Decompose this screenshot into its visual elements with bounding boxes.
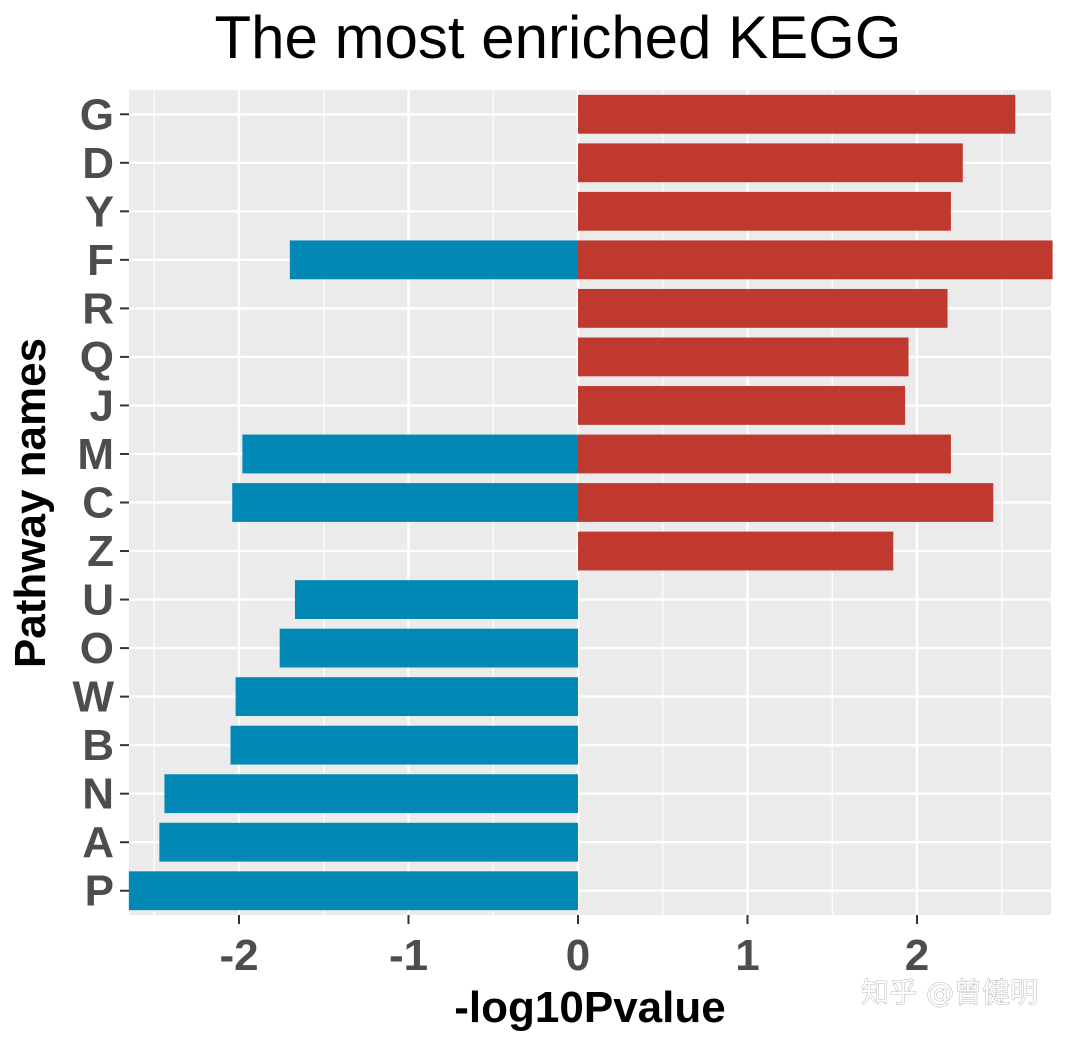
y-tick-label-c: C [82,479,114,528]
bar-up-y [578,191,951,231]
y-tick-label-d: D [82,139,114,188]
bar-up-g [578,94,1016,134]
x-tick-label: -1 [389,931,428,980]
bar-up-z [578,531,894,571]
bar-up-f [578,240,1053,280]
y-tick-label-r: R [82,284,114,333]
y-tick-label-y: Y [85,187,114,236]
y-tick-label-p: P [85,867,114,916]
y-axis-title: Pathway names [6,338,55,668]
y-tick-label-j: J [90,381,114,430]
y-tick-label-g: G [80,90,114,139]
bar-down-c [232,483,578,522]
y-tick-label-z: Z [87,527,114,576]
bar-down-n [164,774,579,814]
bar-up-r [578,288,948,328]
x-tick-label: 0 [566,931,590,980]
y-tick-label-f: F [87,236,114,285]
y-tick-label-m: M [77,430,114,479]
x-tick-label: 2 [905,931,929,980]
y-tick-label-a: A [82,818,114,867]
bar-down-b [230,725,578,765]
bar-down-p [128,871,578,911]
bar-down-u [294,580,578,619]
bar-down-a [159,822,578,862]
y-tick-label-b: B [82,721,114,770]
x-tick-label: 1 [735,931,759,980]
bar-up-d [578,143,963,183]
chart-title: The most enriched KEGG [215,4,902,71]
bar-down-f [289,240,578,280]
bar-down-m [242,434,578,474]
bar-up-m [578,434,951,474]
x-tick-label: -2 [219,931,258,980]
x-axis-title: -log10Pvalue [454,983,725,1032]
y-tick-label-o: O [80,624,114,673]
y-tick-label-q: Q [80,333,114,382]
bars [128,94,1053,911]
bar-up-j [578,386,906,425]
bar-up-q [578,337,909,377]
bar-down-w [235,677,579,717]
y-tick-label-u: U [82,576,114,625]
x-axis: -2 -1 0 1 2 [219,915,929,980]
bar-up-c [578,483,994,522]
watermark: 知乎 @曾健明 [861,976,1038,1009]
y-tick-label-w: W [72,673,114,722]
y-tick-label-n: N [82,770,114,819]
bar-down-o [279,628,578,668]
